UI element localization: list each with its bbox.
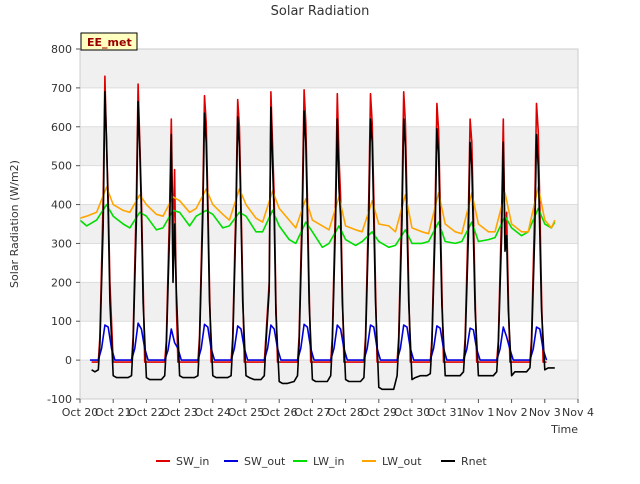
x-tick-label: Oct 28 xyxy=(327,406,364,419)
legend-label: SW_in xyxy=(176,455,209,468)
y-tick-label: 100 xyxy=(51,315,72,328)
legend-label: LW_in xyxy=(313,455,345,468)
site-label: EE_met xyxy=(87,36,132,49)
x-tick-label: Oct 21 xyxy=(95,406,132,419)
grid-band xyxy=(80,126,578,166)
legend-item-lw-out: LW_out xyxy=(362,455,422,468)
y-tick-label: -100 xyxy=(47,393,72,406)
x-tick-label: Nov 3 xyxy=(529,406,561,419)
y-tick-label: 0 xyxy=(65,354,72,367)
x-tick-label: Nov 2 xyxy=(496,406,528,419)
chart-title: Solar Radiation xyxy=(271,4,370,19)
legend-label: SW_out xyxy=(244,455,286,468)
y-tick-label: 200 xyxy=(51,276,72,289)
legend-item-sw-in: SW_in xyxy=(156,455,209,468)
series-line-rnet xyxy=(91,91,555,391)
x-tick-label: Oct 24 xyxy=(195,406,232,419)
y-tick-label: 500 xyxy=(51,160,72,173)
y-tick-label: 300 xyxy=(51,237,72,250)
legend-label: Rnet xyxy=(461,455,487,468)
plot-frame xyxy=(79,48,579,400)
legend-label: LW_out xyxy=(382,455,422,468)
x-tick-label: Nov 1 xyxy=(462,406,494,419)
x-axis-label: Time xyxy=(550,423,578,436)
legend-item-lw-in: LW_in xyxy=(293,455,345,468)
grid-band xyxy=(80,49,578,88)
x-tick-label: Oct 22 xyxy=(128,406,165,419)
x-tick-label: Oct 23 xyxy=(161,406,198,419)
x-tick-label: Oct 25 xyxy=(228,406,265,419)
series-layer xyxy=(79,75,556,391)
legend-item-sw-out: SW_out xyxy=(224,455,286,468)
x-tick-label: Oct 27 xyxy=(294,406,331,419)
x-tick-label: Oct 30 xyxy=(394,406,431,419)
x-tick-label: Oct 20 xyxy=(62,406,99,419)
series-line-lw-out xyxy=(79,186,556,235)
y-tick-label: 700 xyxy=(51,82,72,95)
x-tick-label: Nov 4 xyxy=(562,406,594,419)
legend: SW_in SW_out LW_in LW_out Rnet xyxy=(156,455,487,468)
x-tick-label: Oct 26 xyxy=(261,406,298,419)
site-label-box: EE_met xyxy=(80,32,138,51)
series-line-lw-in xyxy=(79,203,556,249)
grid-bands xyxy=(80,49,578,399)
grid-band xyxy=(80,282,578,322)
y-axis: -100 0 100 200 300 400 500 600 700 800 xyxy=(47,43,80,406)
y-tick-label: 400 xyxy=(51,199,72,212)
x-tick-label: Oct 31 xyxy=(427,406,464,419)
y-axis-label: Solar Radiation (W/m2) xyxy=(8,160,21,288)
y-tick-label: 600 xyxy=(51,121,72,134)
grid-band xyxy=(80,204,578,244)
y-tick-label: 800 xyxy=(51,43,72,56)
series-line-sw-out xyxy=(90,322,548,361)
x-tick-label: Oct 29 xyxy=(361,406,398,419)
legend-item-rnet: Rnet xyxy=(441,455,487,468)
